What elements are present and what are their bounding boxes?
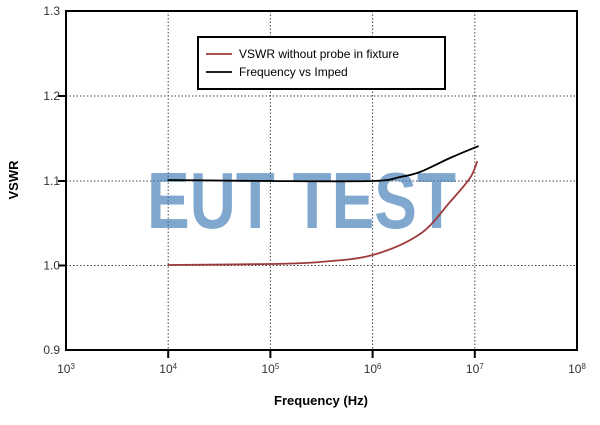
svg-text:1.0: 1.0 bbox=[43, 259, 60, 273]
svg-text:108: 108 bbox=[568, 362, 586, 376]
svg-text:0.9: 0.9 bbox=[43, 343, 60, 357]
svg-text:1.1: 1.1 bbox=[43, 174, 60, 188]
svg-text:103: 103 bbox=[57, 362, 75, 376]
svg-text:1.2: 1.2 bbox=[43, 89, 60, 103]
svg-text:107: 107 bbox=[466, 362, 484, 376]
svg-text:Frequency (Hz): Frequency (Hz) bbox=[274, 393, 368, 408]
svg-text:VSWR: VSWR bbox=[6, 160, 21, 200]
svg-text:104: 104 bbox=[159, 362, 177, 376]
svg-text:106: 106 bbox=[364, 362, 382, 376]
svg-text:EUT TEST: EUT TEST bbox=[147, 156, 456, 245]
svg-text:Frequency vs Imped: Frequency vs Imped bbox=[239, 65, 348, 79]
svg-text:VSWR without probe in fixture: VSWR without probe in fixture bbox=[239, 47, 399, 61]
svg-text:1.3: 1.3 bbox=[43, 4, 60, 18]
svg-text:105: 105 bbox=[261, 362, 279, 376]
